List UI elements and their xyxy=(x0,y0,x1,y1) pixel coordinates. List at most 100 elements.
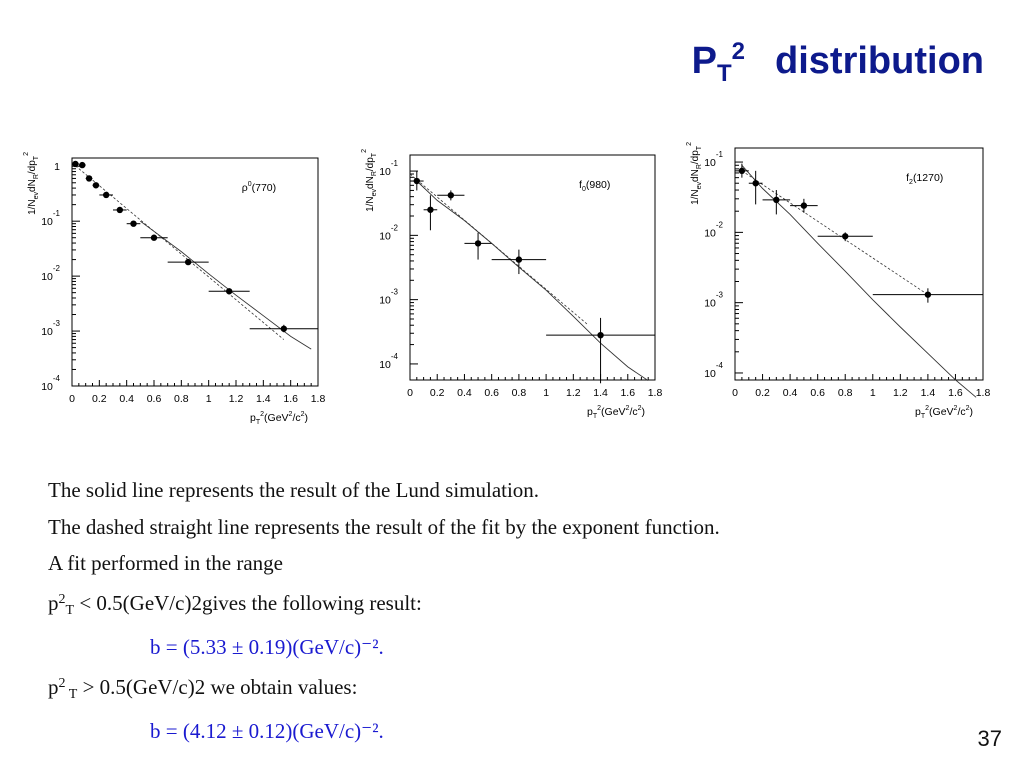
x-axis-label-part: /c xyxy=(957,406,965,418)
data-point xyxy=(184,258,192,266)
particle-annotation: f0(980) xyxy=(579,179,610,193)
y-tick-label-part: -4 xyxy=(53,374,61,383)
particle-annotation-part: 0 xyxy=(248,181,252,188)
x-axis-label-part: 2 xyxy=(301,411,305,418)
chart-2: 0 0.2 0.4 0.6 0.8 1 1.2 1.4 1.6 1.810-110-210-310… xyxy=(361,149,662,420)
particle-annotation-part: 0 xyxy=(582,186,586,193)
x-axis-label-part: 2 xyxy=(954,405,958,412)
x-axis-label-part: (GeV xyxy=(929,406,954,418)
text-line-high-pt-rest: > 0.5(GeV/c)2 we obtain values: xyxy=(77,674,358,699)
y-axis-label-part: /dp xyxy=(690,150,701,164)
symbol-sup: 2 xyxy=(58,675,66,691)
plot-frame xyxy=(409,154,656,381)
x-tick-label: 1.6 xyxy=(620,387,635,399)
data-point xyxy=(597,331,604,339)
particle-annotation: f2(1270) xyxy=(906,172,943,186)
x-tick-label: 0.4 xyxy=(119,393,134,405)
y-axis-label-part: T xyxy=(33,155,40,160)
y-axis-label-part: R xyxy=(371,171,378,176)
x-tick-label: 1.6 xyxy=(283,393,298,405)
x-tick-label: 1.6 xyxy=(948,387,963,399)
x-axis-label-part: p xyxy=(250,412,256,424)
y-tick-label-part: 10 xyxy=(41,216,53,228)
x-tick-label: 0.8 xyxy=(174,393,189,405)
y-axis-label-part: R xyxy=(696,164,703,169)
y-tick-label: 10-3 xyxy=(41,319,60,338)
x-tick-label: 1 xyxy=(870,387,876,399)
y-tick-label: 10-1 xyxy=(704,150,723,169)
x-tick-label: 1.4 xyxy=(921,387,936,399)
x-tick-label: 1 xyxy=(543,387,549,399)
x-tick-label: 1.2 xyxy=(893,387,908,399)
data-point xyxy=(79,161,86,169)
x-tick-label: 1.2 xyxy=(229,393,244,405)
title-p: P xyxy=(691,40,717,82)
y-tick-label-part: 10 xyxy=(704,298,716,310)
data-point xyxy=(225,288,233,295)
chart-1: 0 0.2 0.4 0.6 0.8 1 1.2 1.4 1.6 1.8110-110-210-31… xyxy=(23,152,325,426)
y-tick-label-part: -4 xyxy=(391,352,399,361)
y-tick-label: 10-2 xyxy=(379,223,398,242)
plot-frame xyxy=(71,157,319,387)
y-tick-label: 10-1 xyxy=(41,209,60,228)
x-tick-label: 0.6 xyxy=(810,387,825,399)
y-tick-label: 10-3 xyxy=(704,291,723,310)
x-axis-label-part: p xyxy=(587,406,593,418)
slide-title: PT2 distribution xyxy=(692,38,984,88)
y-axis-label: 1/NevdNR/dpT2 xyxy=(686,142,703,205)
slide-body-text: The solid line represents the result of … xyxy=(48,472,720,750)
y-axis-label-part: T xyxy=(696,145,703,150)
x-axis-label: pT2(GeV2/c2) xyxy=(587,405,645,420)
y-tick-label-part: 10 xyxy=(704,157,716,169)
title-word: distribution xyxy=(775,40,984,82)
data-point xyxy=(72,160,79,168)
y-tick-label: 10-1 xyxy=(379,159,398,178)
data-point xyxy=(738,167,746,175)
lund-simulation-curve xyxy=(416,180,649,381)
symbol-p: p xyxy=(48,590,59,615)
x-tick-label: 1 xyxy=(206,393,212,405)
symbol-sub: T xyxy=(65,686,78,702)
data-point xyxy=(85,175,93,182)
x-axis-label-part: 2 xyxy=(966,405,970,412)
x-axis-label-part: ) xyxy=(970,406,974,418)
y-tick-label-part: 10 xyxy=(704,368,716,380)
y-tick-label-part: -3 xyxy=(53,319,61,328)
symbol-p: p xyxy=(48,674,59,699)
text-line-low-pt-rest: < 0.5(GeV/c)2gives the following result: xyxy=(74,590,422,615)
data-point xyxy=(752,180,759,187)
y-axis-label-part: 2 xyxy=(361,149,368,153)
y-tick-label-part: -2 xyxy=(391,223,399,232)
lund-simulation-curve xyxy=(140,220,312,350)
y-axis-label-part: 1/N xyxy=(27,199,38,215)
x-tick-label: 0.2 xyxy=(92,393,107,405)
x-tick-label: 1.2 xyxy=(566,387,581,399)
y-axis-label-part: R xyxy=(33,174,40,179)
x-axis-label-part: (GeV xyxy=(601,406,626,418)
x-axis-label-part: /c xyxy=(292,412,300,424)
result-low-pt: b = (5.33 ± 0.19)(GeV/c)⁻². xyxy=(150,635,384,659)
x-tick-label: 0.8 xyxy=(838,387,853,399)
y-axis-label-part: ev xyxy=(696,181,703,189)
y-tick-label-part: 10 xyxy=(704,227,716,239)
x-axis-label-part: 2 xyxy=(289,411,293,418)
data-point xyxy=(447,192,455,199)
y-tick-label-part: -1 xyxy=(716,150,724,159)
x-axis-label-part: /c xyxy=(629,406,637,418)
x-axis-label-part: 2 xyxy=(597,405,601,412)
y-tick-label-part: -3 xyxy=(716,291,724,300)
y-tick-label: 1 xyxy=(54,161,60,173)
x-tick-label: 0.2 xyxy=(430,387,445,399)
y-axis-label-part: 1/N xyxy=(690,189,701,205)
particle-annotation-part: 2 xyxy=(909,179,913,186)
data-point xyxy=(773,196,780,204)
x-tick-label: 0.6 xyxy=(147,393,162,405)
x-axis-label-part: 2 xyxy=(638,405,642,412)
data-point xyxy=(924,291,932,298)
chart-3: 0 0.2 0.4 0.6 0.8 1 1.2 1.4 1.6 1.810-110-210-310… xyxy=(686,142,990,420)
x-axis-label-part: ) xyxy=(305,412,309,424)
x-tick-label: 0.8 xyxy=(512,387,527,399)
y-tick-label-part: -1 xyxy=(391,159,399,168)
y-tick-label-part: 10 xyxy=(41,381,53,393)
y-axis-label-part: ev xyxy=(371,188,378,196)
